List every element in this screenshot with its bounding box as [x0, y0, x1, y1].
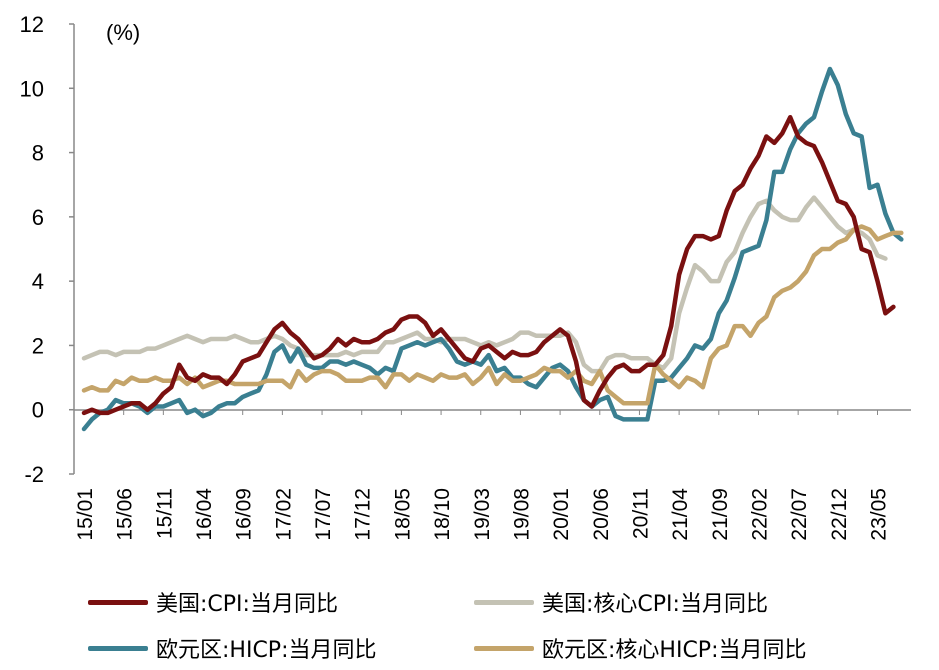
x-tick-label: 18/10: [431, 488, 454, 541]
series-line-0: [81, 114, 896, 416]
x-tick-label: 19/08: [510, 488, 533, 541]
x-tick-label: 15/11: [153, 488, 176, 539]
x-tick-label: 16/04: [193, 488, 216, 541]
y-tick-label: -2: [24, 462, 44, 487]
x-tick-label: 22/12: [828, 488, 851, 541]
x-tick-label: 15/01: [74, 488, 97, 541]
x-tick-label: 21/04: [669, 488, 692, 541]
y-tick-label: 2: [32, 333, 44, 358]
x-tick-label: 20/06: [590, 488, 613, 541]
x-tick-label: 21/09: [709, 488, 732, 541]
chart-axes: 12 10 8 6 4 2 0 -2 15/01 15/06 15/11 16/04 16/09 17/0…: [20, 12, 911, 541]
x-tick-label: 17/02: [272, 488, 295, 541]
x-tick-label: 20/01: [550, 488, 573, 541]
y-tick-label: 6: [32, 205, 44, 230]
x-tick-label: 20/11: [629, 488, 652, 539]
chart-series: [81, 66, 904, 432]
y-tick-label: 4: [32, 269, 44, 294]
x-tick-label: 22/07: [788, 488, 811, 541]
series-line-1: [81, 195, 888, 374]
y-tick-label: 0: [32, 398, 44, 423]
x-tick-label: 18/05: [391, 488, 414, 541]
x-tick-label: 19/03: [471, 488, 494, 541]
series-line-2: [81, 66, 904, 432]
unit-label: (%): [106, 20, 140, 45]
x-tick-label: 17/12: [352, 488, 375, 541]
y-tick-label: 12: [20, 12, 44, 37]
y-tick-label: 10: [20, 76, 44, 101]
x-tick-label: 17/07: [312, 488, 335, 541]
y-tick-label: 8: [32, 141, 44, 166]
x-tick-label: 22/02: [748, 488, 771, 541]
x-tick-label: 16/09: [233, 488, 256, 541]
x-tick-label: 15/06: [114, 488, 137, 541]
x-tick-label: 23/05: [868, 488, 891, 541]
